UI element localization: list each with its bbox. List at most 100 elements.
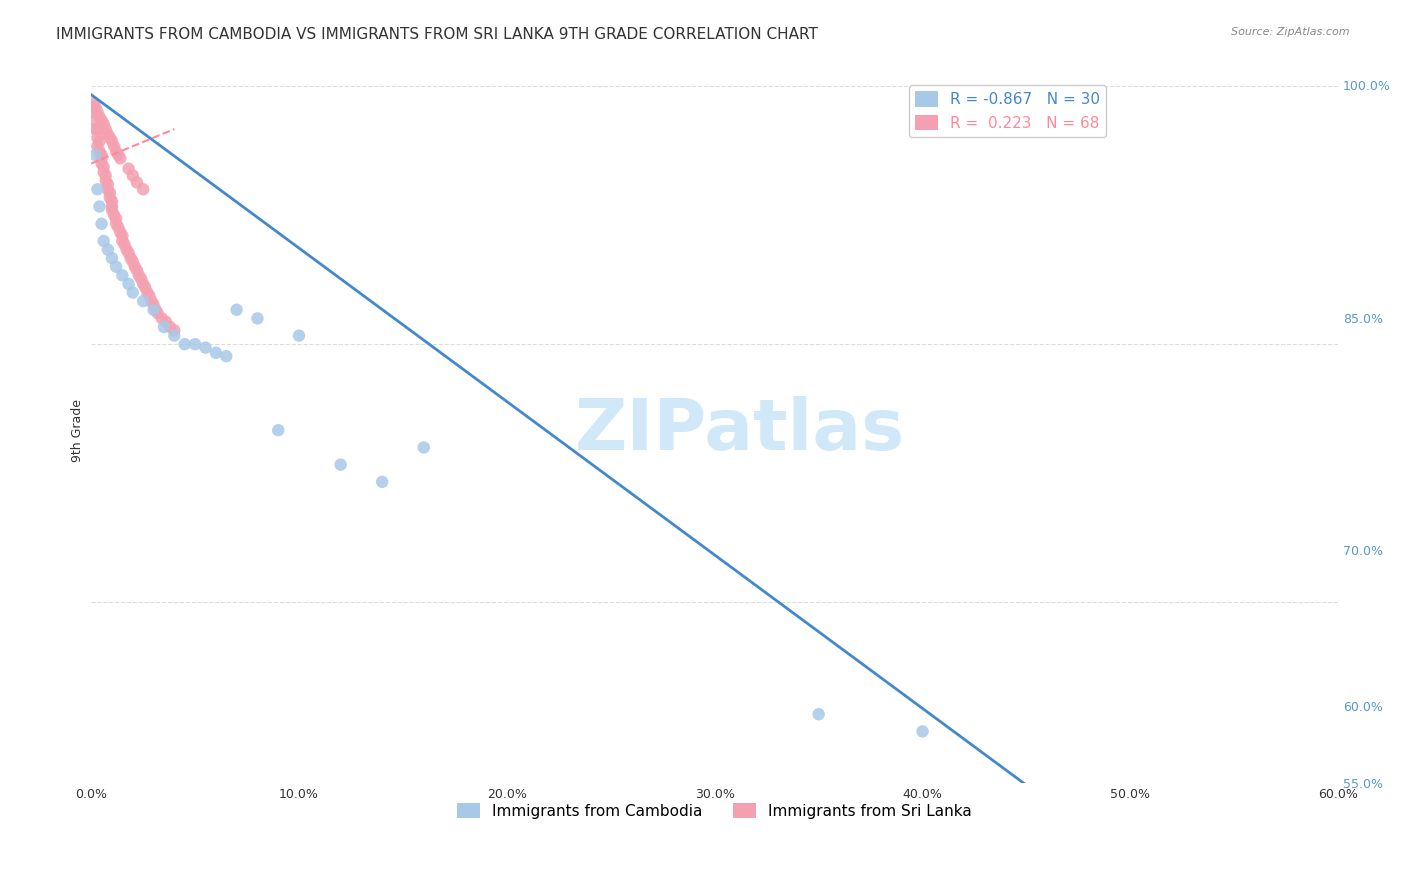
Point: [134, 280, 156, 294]
Point: [94, 174, 117, 188]
Point: [90, 113, 112, 128]
Point: [329, 458, 352, 472]
Point: [89, 110, 111, 124]
Point: [115, 243, 138, 257]
Point: [97, 243, 120, 257]
Point: [90, 217, 112, 231]
Point: [141, 294, 163, 309]
Point: [101, 200, 124, 214]
Point: [93, 117, 115, 131]
Point: [84, 122, 107, 136]
Point: [412, 441, 434, 455]
Point: [89, 134, 111, 148]
Point: [155, 315, 177, 329]
Point: [121, 254, 143, 268]
Point: [136, 285, 159, 300]
Point: [117, 277, 139, 291]
Point: [807, 707, 830, 722]
Point: [117, 161, 139, 176]
Point: [97, 127, 120, 141]
Point: [90, 151, 112, 165]
Point: [288, 328, 311, 343]
Point: [82, 96, 104, 111]
Point: [163, 323, 186, 337]
Point: [82, 104, 104, 119]
Point: [267, 423, 290, 437]
Point: [86, 130, 108, 145]
Point: [371, 475, 394, 489]
Point: [86, 122, 108, 136]
Point: [98, 186, 121, 200]
Point: [98, 130, 121, 145]
Point: [90, 148, 112, 162]
Point: [105, 145, 128, 159]
Point: [132, 182, 155, 196]
Point: [89, 200, 111, 214]
Point: [124, 260, 146, 274]
Point: [184, 337, 207, 351]
Point: [128, 268, 150, 283]
Point: [94, 122, 117, 136]
Text: IMMIGRANTS FROM CAMBODIA VS IMMIGRANTS FROM SRI LANKA 9TH GRADE CORRELATION CHAR: IMMIGRANTS FROM CAMBODIA VS IMMIGRANTS F…: [56, 27, 818, 42]
Point: [110, 151, 132, 165]
Point: [84, 113, 107, 128]
Point: [146, 306, 169, 320]
Point: [132, 277, 155, 291]
Point: [138, 289, 160, 303]
Point: [103, 208, 125, 222]
Point: [111, 268, 134, 283]
Point: [86, 139, 108, 153]
Point: [105, 260, 128, 274]
Point: [125, 176, 148, 190]
Y-axis label: 9th Grade: 9th Grade: [72, 399, 84, 462]
Point: [159, 320, 181, 334]
Point: [111, 228, 134, 243]
Point: [98, 191, 121, 205]
Point: [142, 302, 165, 317]
Point: [101, 251, 124, 265]
Point: [132, 294, 155, 309]
Point: [194, 341, 217, 355]
Point: [93, 165, 115, 179]
Point: [145, 302, 167, 317]
Point: [215, 349, 238, 363]
Point: [107, 148, 129, 162]
Point: [120, 251, 142, 265]
Point: [86, 182, 108, 196]
Point: [173, 337, 195, 351]
Point: [125, 263, 148, 277]
Point: [93, 234, 115, 248]
Point: [163, 328, 186, 343]
Legend: Immigrants from Cambodia, Immigrants from Sri Lanka: Immigrants from Cambodia, Immigrants fro…: [451, 797, 979, 825]
Point: [246, 311, 269, 326]
Point: [153, 320, 176, 334]
Point: [105, 217, 128, 231]
Point: [129, 272, 152, 286]
Point: [114, 237, 136, 252]
Point: [142, 297, 165, 311]
Point: [101, 202, 124, 217]
Point: [911, 724, 934, 739]
Point: [101, 134, 124, 148]
Point: [150, 311, 173, 326]
Point: [110, 225, 132, 239]
Point: [89, 145, 111, 159]
Point: [94, 169, 117, 183]
Point: [97, 182, 120, 196]
Text: ZIPatlas: ZIPatlas: [575, 396, 904, 465]
Point: [101, 194, 124, 209]
Point: [121, 169, 143, 183]
Point: [93, 160, 115, 174]
Point: [97, 177, 120, 191]
Point: [84, 100, 107, 114]
Point: [86, 104, 108, 119]
Point: [117, 246, 139, 260]
Point: [103, 139, 125, 153]
Point: [225, 302, 247, 317]
Point: [105, 211, 128, 226]
Point: [205, 346, 228, 360]
Point: [111, 234, 134, 248]
Point: [107, 220, 129, 235]
Point: [90, 156, 112, 170]
Text: Source: ZipAtlas.com: Source: ZipAtlas.com: [1232, 27, 1350, 37]
